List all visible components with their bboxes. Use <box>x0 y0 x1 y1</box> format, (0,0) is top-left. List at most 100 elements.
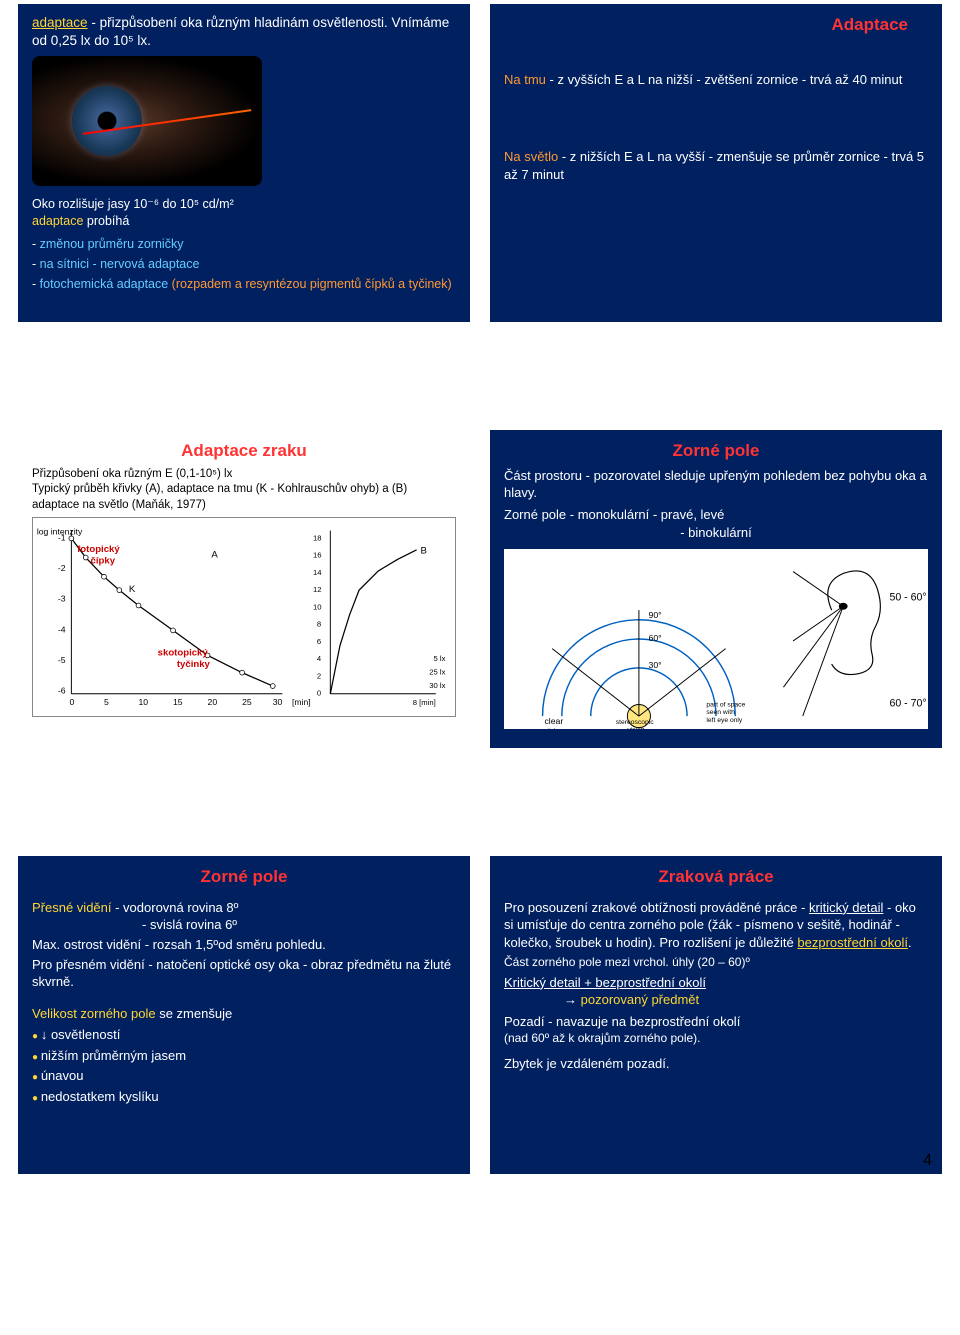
p1b: - z vyšších E a L na nižší - zvětšení zo… <box>546 72 902 87</box>
slide4-p2a: Zorné pole - monokulární - pravé, levé <box>504 506 928 524</box>
svg-text:50 - 60°: 50 - 60° <box>889 592 926 604</box>
p1b: adaptace <box>32 214 83 228</box>
svg-text:A: A <box>211 550 218 561</box>
row-3: Zorné pole Přesné vidění - vodorovná rov… <box>0 852 960 1178</box>
svg-text:30 lx: 30 lx <box>429 681 445 690</box>
li-osvetlenost: ↓ osvětleností <box>32 1026 456 1044</box>
slide6-p5: Zbytek je vzdáleném pozadí. <box>504 1055 928 1073</box>
p2b: - z nižších E a L na vyšší - zmenšuje se… <box>504 149 924 182</box>
svg-text:K: K <box>129 585 136 596</box>
svg-text:part of space: part of space <box>706 702 745 709</box>
svg-text:clear: clear <box>544 716 563 726</box>
slide-zrakova-prace: Zraková práce Pro posouzení zrakové obtí… <box>490 856 942 1174</box>
slide5-p1c: - svislá rovina 6º <box>32 916 456 934</box>
svg-text:30°: 30° <box>649 660 662 670</box>
adaptation-chart: -1 -2 -3 -4 -5 -6 log intenzity 0 5 10 1… <box>32 517 456 717</box>
svg-text:-2: -2 <box>58 563 66 573</box>
slide4-title: Zorné pole <box>504 440 928 463</box>
slide1-list: změnou průměru zorničky na sítnici - ner… <box>32 236 456 293</box>
svg-text:5 lx: 5 lx <box>433 655 445 664</box>
svg-text:left eye only: left eye only <box>706 717 743 724</box>
row-2: Adaptace zraku Přizpůsobení oka různým E… <box>0 426 960 752</box>
slide-zorne-pole-diagram: Zorné pole Část prostoru - pozorovatel s… <box>490 430 942 748</box>
slide1-para: Oko rozlišuje jasy 10⁻⁶ do 10⁵ cd/m² ada… <box>32 196 456 230</box>
slide-adaptace-def: adaptace adaptace - přizpůsobení oka růz… <box>18 4 470 322</box>
svg-text:25: 25 <box>242 698 252 708</box>
svg-text:vision: vision <box>627 727 644 729</box>
svg-text:-6: -6 <box>58 686 66 696</box>
svg-text:25 lx: 25 lx <box>429 668 445 677</box>
svg-text:12: 12 <box>313 586 322 595</box>
li-kyslik: nedostatkem kyslíku <box>32 1088 456 1106</box>
slide2-p2: Na světlo - z nižších E a L na vyšší - z… <box>504 148 928 183</box>
p1a: Oko rozlišuje jasy 10⁻⁶ do 10⁵ cd/m² <box>32 197 234 211</box>
slide6-p4a: Pozadí - navazuje na bezprostřední okolí <box>504 1013 928 1031</box>
svg-text:5: 5 <box>104 698 109 708</box>
slide6-p4b: (nad 60º až k okrajům zorného pole). <box>504 1030 928 1046</box>
svg-text:[min]: [min] <box>292 698 311 708</box>
svg-text:16: 16 <box>313 551 322 560</box>
slide-adaptace-title: Adaptace Na tmu - z vyšších E a L na niž… <box>490 4 942 322</box>
p1c: probíhá <box>83 214 129 228</box>
slide6-p1: Pro posouzení zrakové obtížnosti provádě… <box>504 899 928 952</box>
label-fotopicky: fotopický <box>77 544 120 555</box>
heading-term: adaptace <box>32 15 88 30</box>
svg-text:6: 6 <box>317 637 321 646</box>
svg-text:čípky: čípky <box>91 556 116 567</box>
slide3-sub2: Typický průběh křivky (A), adaptace na t… <box>32 482 456 513</box>
svg-text:10: 10 <box>313 603 322 612</box>
slide-zorne-pole-text: Zorné pole Přesné vidění - vodorovná rov… <box>18 856 470 1174</box>
li-sitnice: na sítnici - nervová adaptace <box>32 256 456 273</box>
svg-text:20: 20 <box>208 698 218 708</box>
li-unava: únavou <box>32 1067 456 1085</box>
slide2-title: Adaptace <box>504 14 928 37</box>
svg-text:-3: -3 <box>58 594 66 604</box>
slide5-p3: Pro přesném vidění - natočení optické os… <box>32 956 456 991</box>
svg-text:14: 14 <box>313 568 322 577</box>
li-fotochem: fotochemická adaptace (rozpadem a resynt… <box>32 276 456 293</box>
svg-text:0: 0 <box>69 698 74 708</box>
chart-svg: -1 -2 -3 -4 -5 -6 log intenzity 0 5 10 1… <box>33 518 455 716</box>
svg-text:8: 8 <box>317 620 321 629</box>
slide-adaptace-zraku: Adaptace zraku Přizpůsobení oka různým E… <box>18 430 470 748</box>
slide5-title: Zorné pole <box>32 866 456 889</box>
row-1: adaptace adaptace - přizpůsobení oka růz… <box>0 0 960 326</box>
slide5-p4: Velikost zorného pole se zmenšuje <box>32 1005 456 1023</box>
slide5-p1: Přesné vidění - vodorovná rovina 8º <box>32 899 456 917</box>
slide3-title: Adaptace zraku <box>32 440 456 463</box>
ylabel: log intenzity <box>37 527 83 537</box>
eye-iris-icon <box>72 86 142 156</box>
svg-text:60 - 70°: 60 - 70° <box>889 698 926 710</box>
svg-text:18: 18 <box>313 534 322 543</box>
slide2-p1: Na tmu - z vyšších E a L na nižší - zvět… <box>504 71 928 89</box>
svg-text:60°: 60° <box>649 633 662 643</box>
slide4-p1: Část prostoru - pozorovatel sleduje upře… <box>504 467 928 502</box>
page-number: 4 <box>923 1152 932 1170</box>
slide6-title: Zraková práce <box>504 866 928 889</box>
slide4-p2b: - binokulární <box>504 524 928 542</box>
svg-text:tyčinky: tyčinky <box>177 659 211 670</box>
svg-text:2: 2 <box>317 672 321 681</box>
slide5-list: ↓ osvětleností nižším průměrným jasem ún… <box>32 1026 456 1105</box>
visual-field-diagram: 90° 60° 30° clear vision stereoscopic vi… <box>504 549 928 729</box>
slide5-p2: Max. ostrost vidění - rozsah 1,5ºod směr… <box>32 936 456 954</box>
svg-text:30: 30 <box>273 698 283 708</box>
svg-text:8 [min]: 8 [min] <box>413 699 436 708</box>
slide6-p3: Kritický detail + bezprostřední okolí <box>504 974 928 992</box>
svg-text:-5: -5 <box>58 656 66 666</box>
svg-text:90°: 90° <box>649 610 662 620</box>
svg-text:15: 15 <box>173 698 183 708</box>
slide1-heading: adaptace adaptace - přizpůsobení oka růz… <box>32 14 456 50</box>
svg-text:0: 0 <box>317 689 321 698</box>
svg-text:seen with: seen with <box>706 709 735 716</box>
svg-text:4: 4 <box>317 655 322 664</box>
svg-text:vision: vision <box>544 727 564 730</box>
svg-text:-4: -4 <box>58 625 66 635</box>
slide3-sub1: Přizpůsobení oka různým E (0,1-10⁵) lx <box>32 467 456 483</box>
p2a: Na světlo <box>504 149 558 164</box>
svg-text:stereoscopic: stereoscopic <box>616 719 654 726</box>
li-jas: nižším průměrným jasem <box>32 1047 456 1065</box>
p1a: Na tmu <box>504 72 546 87</box>
label-skotopicky: skotopický <box>158 648 209 659</box>
svg-text:10: 10 <box>139 698 149 708</box>
